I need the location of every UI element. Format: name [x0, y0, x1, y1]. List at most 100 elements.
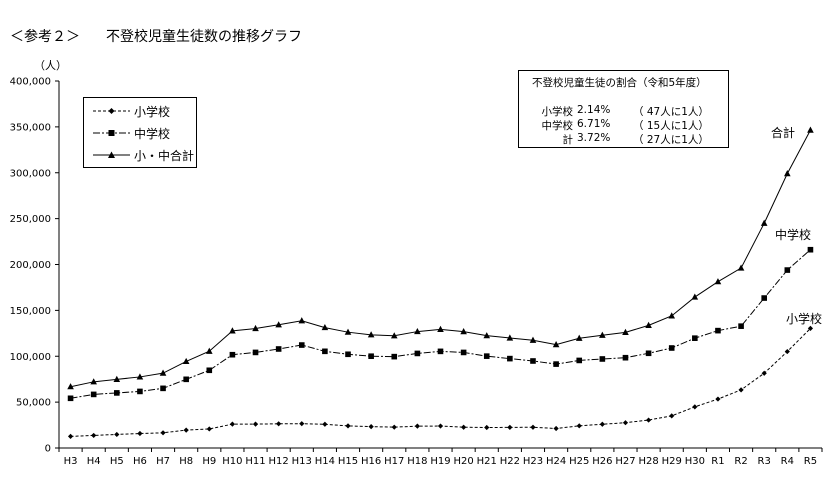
legend-label-elementary: 小学校 — [134, 105, 171, 119]
series-2-point — [344, 328, 352, 335]
series-0-point — [738, 387, 744, 393]
x-tick-label-H5: H5 — [110, 456, 124, 467]
x-tick-label-H8: H8 — [179, 456, 193, 467]
ratio-label: 中学校 — [541, 120, 574, 132]
series-2-point — [136, 373, 144, 380]
legend-line-dashdot-square-icon — [93, 130, 130, 136]
series-0-point — [183, 427, 189, 433]
series-0-point — [345, 423, 351, 429]
x-tick-label-H20: H20 — [453, 456, 473, 467]
ratio-detail: （ 15人に1人） — [633, 120, 709, 132]
y-tick-label: 400,000 — [10, 77, 51, 88]
x-tick-label-H16: H16 — [361, 456, 381, 467]
y-tick-label: 250,000 — [10, 214, 51, 225]
series-1-point — [738, 323, 744, 329]
series-1-point — [391, 353, 398, 360]
x-tick-label-H21: H21 — [477, 456, 497, 467]
x-tick-label-H30: H30 — [685, 456, 705, 467]
x-tick-label-H12: H12 — [269, 456, 289, 467]
x-tick-label-H24: H24 — [546, 456, 566, 467]
x-tick-label-R5: R5 — [804, 456, 817, 467]
series-0-point — [576, 423, 582, 429]
series-1-point — [622, 354, 629, 361]
y-axis-unit: （人） — [34, 59, 67, 72]
series-1-point — [668, 345, 675, 351]
x-tick-label-H7: H7 — [156, 456, 170, 467]
series-1-point — [507, 355, 513, 362]
x-tick-label-H25: H25 — [569, 456, 589, 467]
series-label-total: 合計 — [771, 126, 796, 140]
series-2-point — [575, 334, 583, 341]
series-1-point — [784, 267, 791, 273]
series-0-point — [252, 421, 259, 427]
series-2-point — [437, 325, 444, 333]
ratio-label: 計 — [562, 134, 574, 146]
legend-item-junior-high: 中学校 — [92, 124, 196, 142]
legend: 小学校 中学校 小・中合計 — [83, 97, 197, 168]
series-0-point — [807, 325, 814, 331]
series-2-point — [645, 321, 652, 328]
legend-label-total: 小・中合計 — [134, 149, 195, 163]
series-0-point — [437, 423, 444, 429]
x-tick-label-H3: H3 — [64, 456, 78, 467]
x-tick-label-H23: H23 — [523, 456, 543, 467]
series-0-point — [368, 424, 374, 430]
series-2-point — [784, 170, 791, 177]
x-tick-label-H4: H4 — [87, 456, 101, 467]
series-line-2 — [70, 129, 811, 388]
y-tick-label: 150,000 — [10, 306, 51, 317]
series-2-point — [737, 264, 745, 271]
legend-line-dashed-diamond-icon — [93, 108, 130, 114]
legend-label-junior-high: 中学校 — [134, 127, 171, 141]
series-1-point — [206, 367, 213, 374]
series-1-point — [437, 348, 444, 355]
series-0-point — [391, 424, 397, 430]
series-0-point — [322, 421, 328, 427]
series-2-point — [252, 324, 259, 332]
y-tick-label: 350,000 — [10, 122, 51, 133]
series-1-point — [368, 353, 374, 360]
series-0-point — [599, 421, 605, 427]
series-1-point — [160, 385, 166, 392]
series-2-point — [414, 327, 421, 335]
series-2-point — [714, 278, 722, 285]
series-0-point — [91, 432, 97, 439]
x-tick-label-H15: H15 — [338, 456, 358, 467]
series-0-point — [645, 417, 652, 423]
series-2-point — [691, 293, 699, 300]
series-1-point — [114, 390, 120, 396]
series-1-point — [645, 350, 652, 357]
series-1-point — [807, 246, 814, 253]
series-0-point — [553, 425, 559, 432]
heading-title: 不登校児童生徒数の推移グラフ — [106, 29, 302, 45]
series-0-point — [114, 431, 120, 438]
series-2-point — [229, 327, 236, 334]
legend-item-total: 小・中合計 — [92, 146, 196, 164]
legend-item-elementary: 小学校 — [92, 102, 196, 120]
series-2-point — [552, 341, 560, 348]
series-2-point — [90, 378, 97, 385]
series-2-point — [367, 331, 375, 338]
x-tick-label-H6: H6 — [133, 456, 147, 467]
series-1-point — [692, 335, 698, 341]
series-0-point — [137, 430, 143, 437]
x-tick-label-R3: R3 — [758, 456, 771, 467]
ratio-box: 不登校児童生徒の割合（令和5年度） 小学校 2.14% （ 47人に1人） 中学… — [518, 70, 729, 148]
x-tick-label-H26: H26 — [592, 456, 612, 467]
series-2-point — [599, 331, 606, 338]
series-line-1 — [70, 249, 811, 399]
x-tick-label-H17: H17 — [384, 456, 404, 467]
series-2-point — [113, 375, 121, 382]
series-1-point — [90, 391, 97, 398]
y-tick-label: 0 — [45, 444, 51, 455]
ratio-value: 6.71% — [577, 118, 611, 130]
series-0-point — [299, 421, 305, 427]
series-0-point — [530, 424, 536, 430]
y-tick-label: 50,000 — [16, 398, 51, 409]
series-2-point — [807, 126, 814, 133]
series-1-point — [761, 295, 767, 301]
x-tick-label-R4: R4 — [781, 456, 794, 467]
series-line-0 — [70, 328, 811, 437]
series-2-point — [529, 336, 537, 343]
